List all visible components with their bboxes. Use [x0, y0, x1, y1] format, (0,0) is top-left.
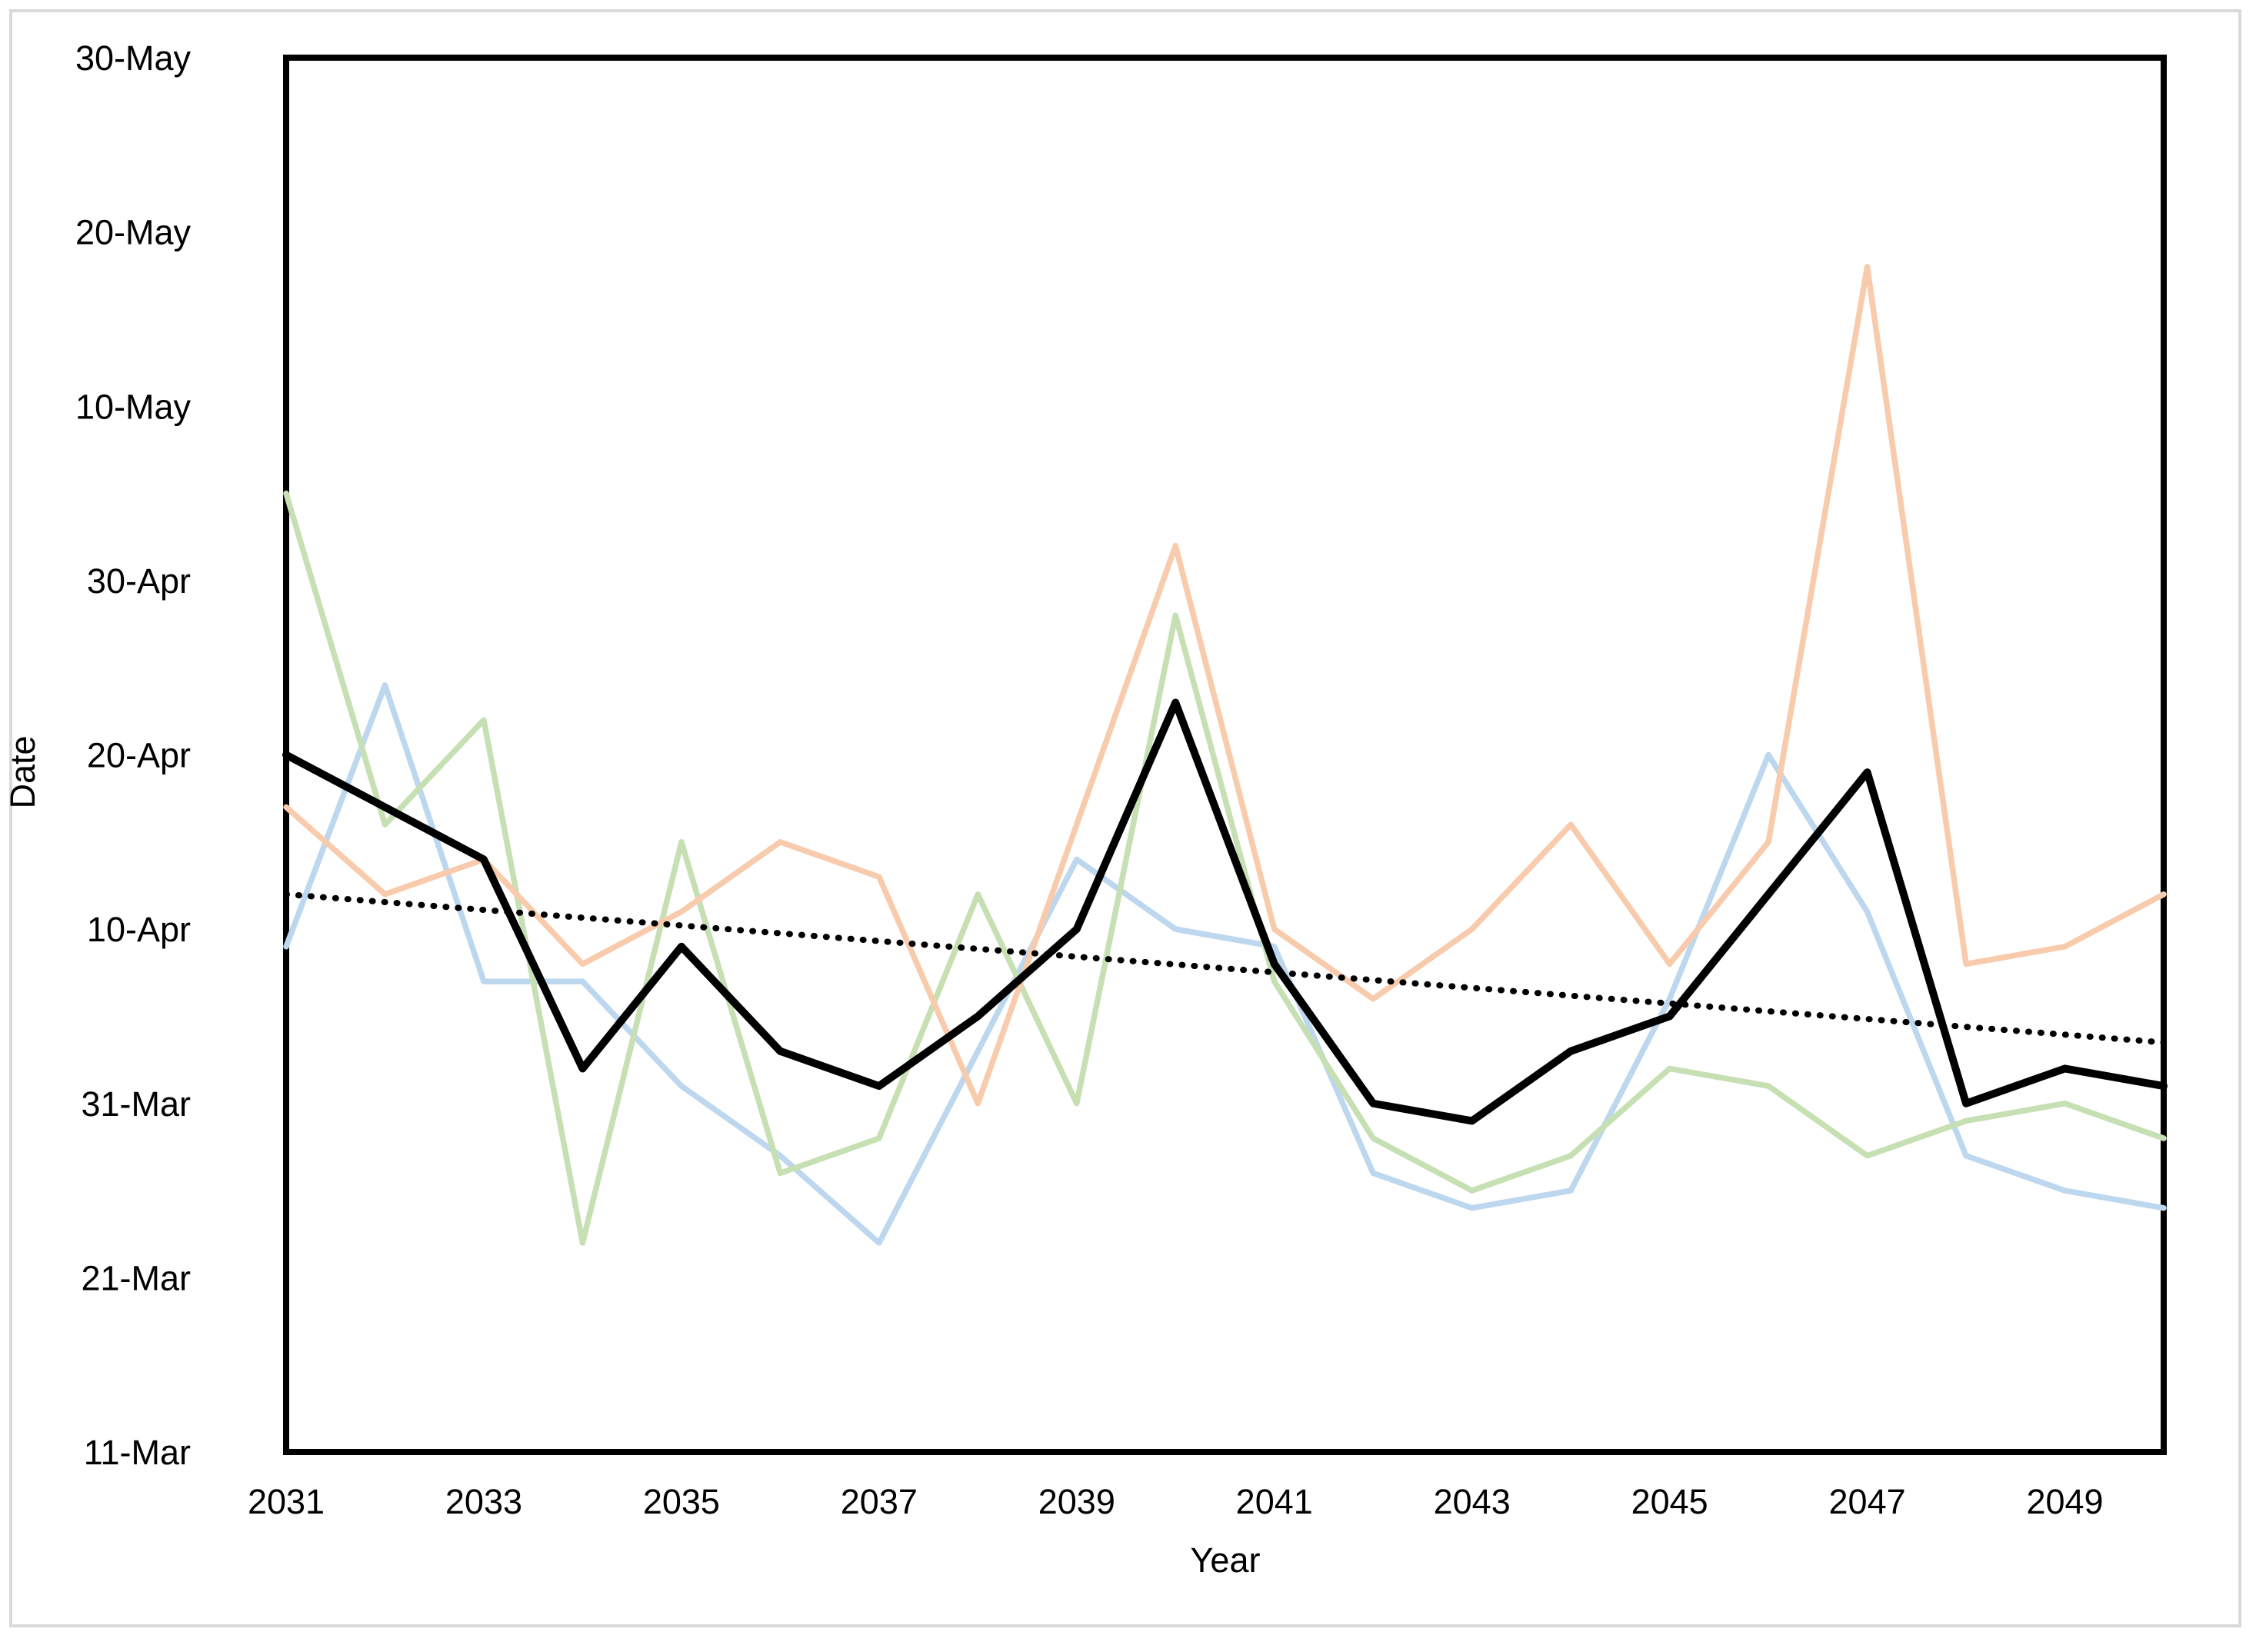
y-tick-label: 11-Mar [84, 1433, 191, 1472]
x-axis-title: Year [1190, 1540, 1261, 1580]
x-tick-label: 2033 [445, 1482, 522, 1521]
y-axis-title: Date [3, 735, 42, 809]
figure-frame [9, 9, 2241, 1627]
y-tick-label: 21-Mar [81, 1258, 191, 1297]
y-tick-label: 31-Mar [81, 1084, 191, 1124]
y-tick-label: 20-May [75, 213, 192, 252]
series-line-light-orange-run [283, 264, 2167, 1107]
x-tick-label: 2035 [643, 1482, 720, 1521]
y-tick-label: 20-Apr [87, 736, 191, 775]
y-tick-label: 30-May [75, 38, 192, 78]
x-tick-label: 2043 [1434, 1482, 1511, 1521]
x-tick-label: 2047 [1829, 1482, 1906, 1521]
x-tick-label: 2041 [1236, 1482, 1313, 1521]
y-tick-label: 10-Apr [87, 910, 191, 949]
series-line-light-green-run [283, 490, 2167, 1246]
plot-area-border [283, 55, 2167, 1455]
series-line-bold-black-average [282, 698, 2168, 1125]
y-tick-label: 10-May [75, 387, 192, 426]
x-tick-label: 2049 [2026, 1482, 2103, 1521]
y-tick-label: 30-Apr [87, 561, 191, 601]
series-line-light-blue-run [283, 682, 2167, 1246]
x-tick-label: 2045 [1631, 1482, 1708, 1521]
x-tick-label: 2031 [248, 1482, 325, 1521]
x-tick-label: 2037 [841, 1482, 918, 1521]
x-tick-label: 2039 [1038, 1482, 1115, 1521]
